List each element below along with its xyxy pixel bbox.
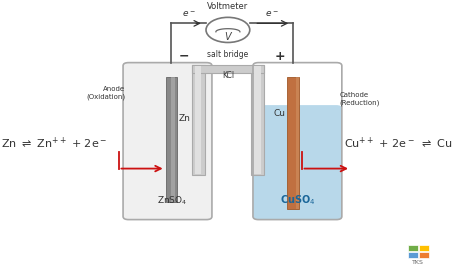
Bar	[419, 252, 429, 257]
Text: $e^-$: $e^-$	[182, 9, 196, 19]
Text: salt bridge: salt bridge	[207, 50, 248, 59]
Bar	[408, 246, 418, 251]
Text: Zn: Zn	[179, 114, 191, 123]
Bar	[251, 65, 264, 175]
Text: Voltmeter: Voltmeter	[207, 2, 248, 11]
Bar	[255, 66, 261, 174]
Bar	[192, 65, 264, 73]
Bar	[166, 77, 176, 202]
Bar	[408, 252, 418, 257]
Bar	[195, 66, 201, 174]
Circle shape	[206, 17, 250, 43]
Text: +: +	[274, 50, 285, 63]
Text: Cathode
(Reduction): Cathode (Reduction)	[339, 92, 380, 106]
FancyBboxPatch shape	[123, 63, 212, 220]
Text: CuSO$_4$: CuSO$_4$	[280, 193, 315, 206]
Text: −: −	[179, 50, 189, 63]
Bar	[296, 77, 300, 209]
Text: $e^-$: $e^-$	[264, 9, 279, 19]
Text: KCl: KCl	[222, 71, 234, 80]
Text: Anode
(Oxidation): Anode (Oxidation)	[86, 86, 125, 99]
Bar	[288, 77, 300, 209]
Text: V: V	[225, 32, 231, 42]
FancyBboxPatch shape	[253, 105, 342, 220]
Text: Cu: Cu	[273, 109, 285, 118]
Bar	[192, 65, 205, 175]
Bar	[419, 246, 429, 251]
Text: ZnSO$_4$: ZnSO$_4$	[157, 194, 187, 206]
Text: Cu$^{++}$ + 2e$^-$ $\rightleftharpoons$ Cu: Cu$^{++}$ + 2e$^-$ $\rightleftharpoons$ …	[344, 136, 452, 151]
Text: TKS: TKS	[412, 260, 424, 265]
Bar	[172, 77, 175, 202]
Text: Zn $\rightleftharpoons$ Zn$^{++}$ + 2e$^-$: Zn $\rightleftharpoons$ Zn$^{++}$ + 2e$^…	[1, 136, 108, 151]
